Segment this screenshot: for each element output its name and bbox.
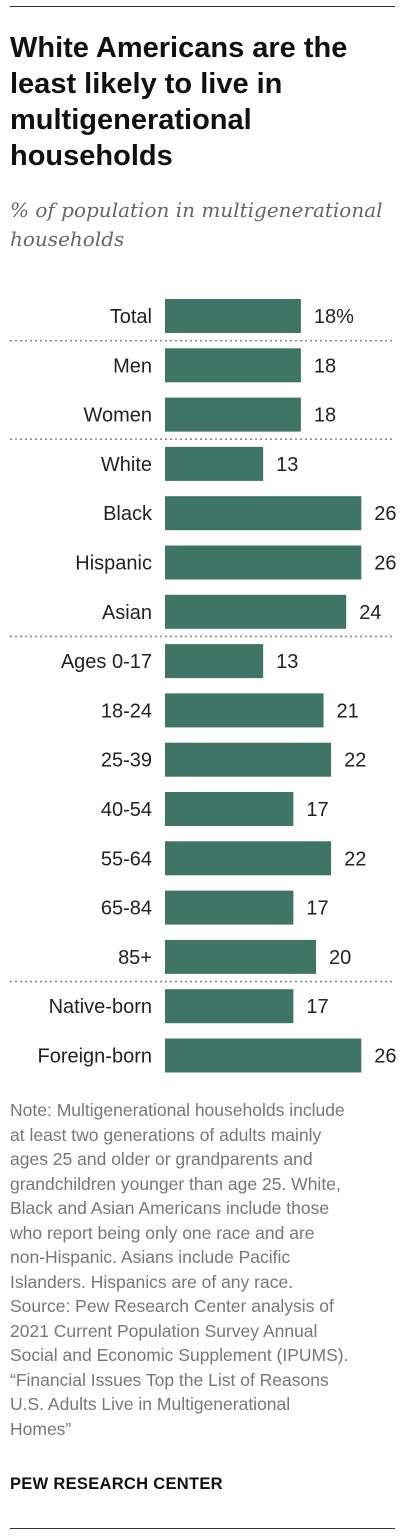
value-label-25-39: 22	[344, 750, 366, 772]
category-label-hispanic: Hispanic	[75, 553, 152, 575]
bar-total	[165, 299, 301, 333]
bar-asian	[165, 594, 347, 629]
category-label-women: Women	[83, 405, 152, 427]
category-label-asian: Asian	[102, 602, 152, 624]
bar-foreign-born	[165, 1038, 362, 1073]
bar-black	[165, 496, 362, 531]
bar-men	[165, 348, 301, 383]
category-label-55-64: 55-64	[101, 848, 152, 870]
value-label-black: 26	[374, 503, 396, 525]
bottom-rule	[10, 1528, 395, 1529]
source-line: “Financial Issues Top the List of Reason…	[10, 1369, 329, 1390]
source-line: Source: Pew Research Center analysis of	[10, 1296, 334, 1316]
bar-ages-0-17	[165, 644, 264, 679]
category-label-black: Black	[103, 503, 153, 525]
source-line: Homes”	[10, 1418, 72, 1439]
value-label-85: 20	[329, 947, 351, 969]
bar-chart: Total 18% Men 18 Women 18 White 13 Black 26 Hispan…	[10, 299, 397, 1073]
category-label-men: Men	[113, 355, 152, 377]
note-line: at least two generations of adults mainl…	[10, 1124, 322, 1145]
pew-research-center-credit: PEW RESEARCH CENTER	[10, 1475, 223, 1493]
source-line: 2021 Current Population Survey Annual	[10, 1320, 318, 1341]
category-label-85: 85+	[118, 947, 152, 969]
value-label-white: 13	[276, 454, 298, 476]
category-label-65-84: 65-84	[101, 898, 152, 920]
chart-title: White Americans are the least likely to …	[10, 32, 348, 172]
source-line: U.S. Adults Live in Multigenerational	[10, 1394, 291, 1414]
value-label-40-54: 17	[306, 799, 328, 821]
note-line: non-Hispanic. Asians include Pacific	[10, 1247, 291, 1267]
chart-note: Note: Multigenerational households inclu…	[10, 1098, 394, 1441]
category-label-foreign-born: Foreign-born	[37, 1046, 152, 1068]
bar-85	[165, 939, 316, 974]
value-label-hispanic: 26	[374, 553, 396, 575]
bar-18-24	[165, 693, 324, 728]
bar-white	[165, 446, 264, 481]
category-label-40-54: 40-54	[101, 799, 152, 821]
category-label-ages-0-17: Ages 0-17	[61, 651, 152, 673]
source-line: Social and Economic Supplement (IPUMS).	[10, 1345, 349, 1365]
bar-women	[165, 397, 301, 432]
note-line: Note: Multigenerational households inclu…	[10, 1100, 345, 1120]
note-line: ages 25 and older or grandparents and	[10, 1149, 313, 1169]
note-line: Islanders. Hispanics are of any race.	[10, 1271, 294, 1292]
chart-subtitle: % of population in multigenerational hou…	[10, 198, 383, 251]
note-line: who report being only one race and are	[10, 1222, 315, 1243]
category-label-native-born: Native-born	[49, 996, 152, 1018]
note-line: Black and Asian Americans include those	[10, 1198, 330, 1218]
value-label-native-born: 17	[306, 996, 328, 1018]
bar-55-64	[165, 841, 332, 876]
bar-hispanic	[165, 545, 362, 580]
bar-40-54	[165, 792, 294, 826]
bar-65-84	[165, 890, 294, 925]
top-rule	[10, 6, 395, 7]
value-label-men: 18	[314, 355, 336, 377]
value-label-women: 18	[314, 405, 336, 427]
value-label-65-84: 17	[306, 898, 328, 920]
category-label-18-24: 18-24	[101, 700, 152, 722]
category-label-25-39: 25-39	[101, 750, 152, 772]
value-label-ages-0-17: 13	[276, 651, 298, 673]
bar-native-born	[165, 989, 294, 1024]
value-label-asian: 24	[359, 602, 381, 624]
category-label-total: Total	[110, 306, 152, 328]
note-line: grandchildren younger than age 25. White…	[10, 1173, 341, 1194]
value-label-55-64: 22	[344, 848, 366, 870]
value-label-foreign-born: 26	[374, 1046, 396, 1068]
value-label-total: 18%	[314, 306, 354, 328]
category-label-white: White	[101, 454, 152, 476]
bar-25-39	[165, 742, 332, 777]
value-label-18-24: 21	[337, 700, 359, 722]
